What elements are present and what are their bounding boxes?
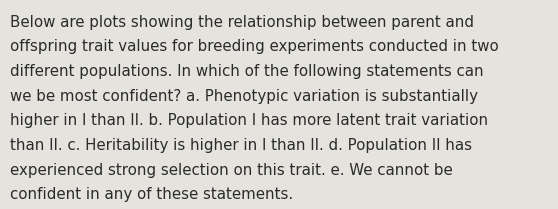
Text: experienced strong selection on this trait. e. We cannot be: experienced strong selection on this tra…	[10, 163, 453, 178]
Text: different populations. In which of the following statements can: different populations. In which of the f…	[10, 64, 484, 79]
Text: offspring trait values for breeding experiments conducted in two: offspring trait values for breeding expe…	[10, 39, 499, 54]
Text: higher in I than II. b. Population I has more latent trait variation: higher in I than II. b. Population I has…	[10, 113, 488, 128]
Text: confident in any of these statements.: confident in any of these statements.	[10, 187, 293, 202]
Text: Below are plots showing the relationship between parent and: Below are plots showing the relationship…	[10, 15, 474, 30]
Text: than II. c. Heritability is higher in I than II. d. Population II has: than II. c. Heritability is higher in I …	[10, 138, 472, 153]
Text: we be most confident? a. Phenotypic variation is substantially: we be most confident? a. Phenotypic vari…	[10, 89, 478, 104]
